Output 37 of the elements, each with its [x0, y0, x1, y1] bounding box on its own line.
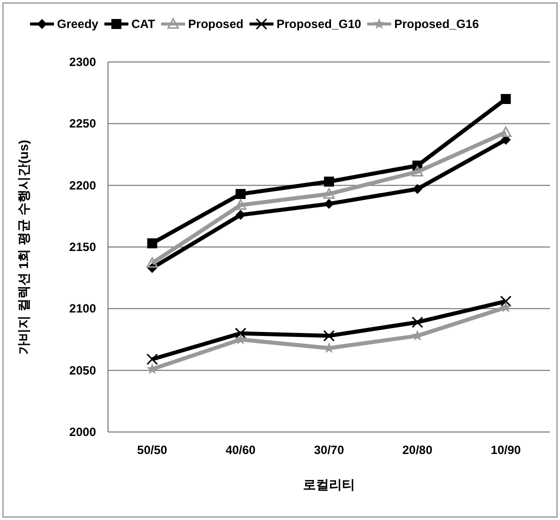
y-axis-title: 가비지 컬렉션 1회 평균 수행시간(us) [16, 140, 31, 354]
legend-label: Proposed_G16 [394, 17, 480, 31]
point [146, 257, 158, 268]
y-tick-label: 2250 [69, 116, 96, 131]
point [500, 296, 512, 308]
y-tick-label: 2100 [69, 302, 96, 316]
x-tick-label: 50/50 [137, 443, 168, 457]
point [234, 328, 246, 340]
x-tick-label: 20/80 [402, 443, 433, 457]
point [234, 334, 246, 344]
legend-label: Proposed_G10 [276, 17, 362, 31]
y-tick-label: 2150 [69, 240, 96, 254]
point [412, 316, 424, 328]
x-axis-title: 로컬리티 [303, 477, 355, 492]
point [323, 188, 335, 199]
point [236, 188, 246, 199]
y-tick-label: 2000 [69, 425, 96, 439]
point [147, 238, 158, 248]
legend-label: Proposed [188, 17, 244, 31]
point [500, 126, 512, 138]
point [412, 184, 422, 194]
y-tick-label: 2300 [69, 55, 96, 69]
point [412, 166, 424, 177]
point [146, 353, 158, 365]
legend-label: Greedy [57, 17, 99, 31]
point [323, 330, 335, 342]
y-tick-label: 2200 [69, 178, 96, 192]
point [500, 94, 511, 104]
x-tick-label: 40/60 [226, 443, 256, 457]
point [324, 198, 334, 209]
legend-label: CAT [131, 17, 156, 31]
point [324, 176, 334, 187]
y-tick-label: 2050 [69, 363, 96, 378]
point [236, 210, 246, 220]
point [500, 301, 512, 312]
x-tick-label: 10/90 [490, 443, 522, 457]
x-tick-label: 30/70 [314, 443, 344, 457]
